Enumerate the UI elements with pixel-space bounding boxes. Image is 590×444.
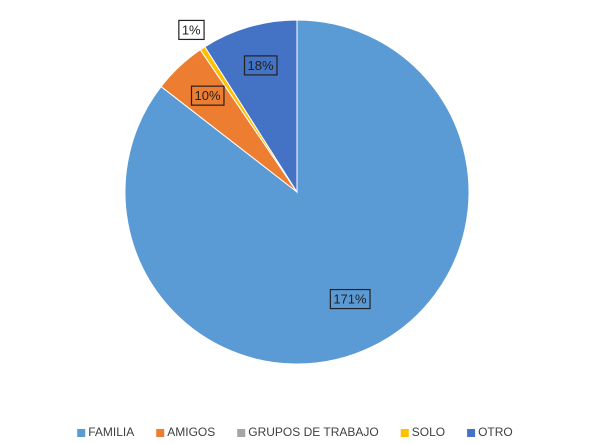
legend-label: OTRO — [478, 425, 513, 439]
data-label-text: 10% — [195, 88, 221, 103]
data-label-box — [243, 55, 278, 76]
pie-slice — [204, 19, 298, 194]
legend-swatch — [237, 429, 246, 437]
legend-swatch — [467, 429, 476, 437]
data-label-text: 171% — [333, 292, 367, 307]
data-label-text: 18% — [248, 58, 274, 73]
data-label-box — [190, 85, 225, 106]
legend-swatch — [156, 429, 165, 437]
legend-swatch — [77, 429, 86, 437]
data-label-text: 1% — [182, 22, 201, 37]
legend-label: SOLO — [412, 425, 445, 439]
data-label: 171% — [329, 288, 371, 310]
legend-label: FAMILIA — [88, 425, 134, 439]
legend: FAMILIA AMIGOS GRUPOS DE TRABAJO SOLO OTRO — [77, 425, 513, 439]
legend-swatch — [400, 429, 409, 437]
data-label-box — [178, 19, 205, 41]
legend-label: AMIGOS — [167, 425, 215, 439]
legend-label: GRUPOS DE TRABAJO — [248, 425, 378, 439]
data-label: 1% — [178, 19, 205, 41]
data-label: 18% — [243, 55, 278, 76]
data-label-box — [329, 288, 371, 310]
data-label: 10% — [190, 85, 225, 106]
